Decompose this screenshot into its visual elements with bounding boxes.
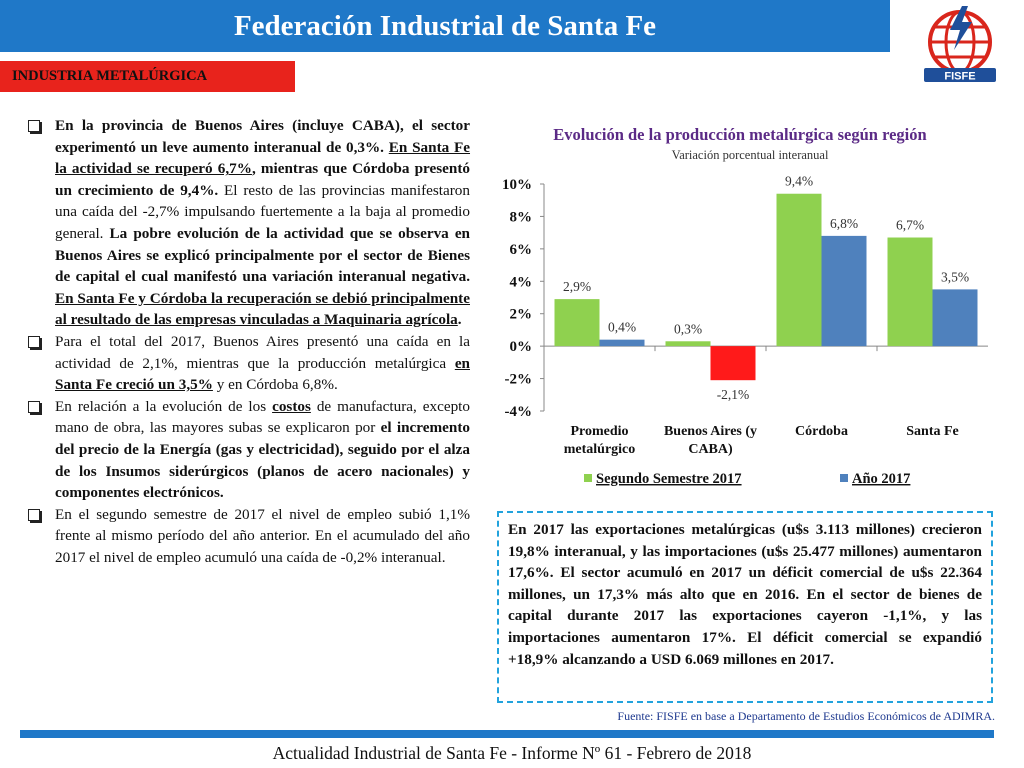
bar-segundo-semestre-0 <box>554 299 600 347</box>
bar-anio-3 <box>932 289 978 347</box>
source-note: Fuente: FISFE en base a Departamento de … <box>617 709 995 723</box>
bullet-1-text-3: , mientras que Córdoba presentó un creci… <box>55 160 470 199</box>
checkbox-bullet-icon <box>28 335 40 348</box>
bar-anio-2 <box>821 235 867 347</box>
bullet-1-text-1: En la provincia de Buenos Aires (incluye… <box>55 117 470 156</box>
bullet-2-text-2: en Santa Fe creció un 3,5% <box>55 354 470 394</box>
bullet-item: En el segundo semestre de 2017 el nivel … <box>28 504 470 569</box>
bullet-1-text-2: En Santa Fe la actividad se recuperó 6,7… <box>55 138 471 178</box>
category-label: Promedio <box>570 424 628 439</box>
category-label: Santa Fe <box>906 424 959 439</box>
data-label: 6,8% <box>830 216 858 231</box>
bullet-1-text-7: . <box>457 311 462 329</box>
data-label: 9,4% <box>785 174 813 189</box>
bullet-list: En la provincia de Buenos Aires (incluye… <box>28 115 470 568</box>
y-tick-label: 10% <box>502 177 532 193</box>
bullet-1-text-5: La pobre evolución de la actividad que s… <box>55 224 471 286</box>
category-label: Córdoba <box>795 424 848 439</box>
bullet-3-text-1: En relación a la evolución de los <box>55 397 273 415</box>
y-tick-label: 0% <box>510 339 533 355</box>
data-label: -2,1% <box>717 387 750 402</box>
bullet-item: Para el total del 2017, Buenos Aires pre… <box>28 331 470 396</box>
callout-box: En 2017 las exportaciones metalúrgicas (… <box>497 511 993 703</box>
data-label: 0,3% <box>674 321 702 336</box>
page-title: Federación Industrial de Santa Fe <box>233 10 657 42</box>
bullet-2-text-3: y en Córdoba 6,8%. <box>212 376 338 394</box>
data-label: 0,4% <box>608 320 636 335</box>
chart-title: Evolución de la producción metalúrgica s… <box>553 125 926 144</box>
logo-gear-icon <box>924 68 996 82</box>
chart-panel: Evolución de la producción metalúrgica s… <box>490 118 1000 498</box>
callout-text: En 2017 las exportaciones metalúrgicas (… <box>508 521 982 668</box>
bar-segundo-semestre-2 <box>776 193 822 347</box>
checkbox-bullet-icon <box>28 508 40 521</box>
y-tick-label: 2% <box>510 307 533 323</box>
y-tick-label: 8% <box>510 209 533 225</box>
category-label: Buenos Aires (y <box>664 424 757 439</box>
bullet-3-text-4: el incremento del precio de la Energía (… <box>55 419 470 502</box>
legend-label-1: Año 2017 <box>852 471 910 487</box>
legend-label-0: Segundo Semestre 2017 <box>596 471 742 487</box>
bullet-2-text-1: Para el total del 2017, Buenos Aires pre… <box>55 332 470 372</box>
legend-swatch-1 <box>840 474 848 482</box>
fisfe-logo: FISFE <box>924 6 996 83</box>
checkbox-bullet-icon <box>28 400 40 413</box>
data-label: 6,7% <box>896 218 924 233</box>
bar-segundo-semestre-1 <box>665 341 711 347</box>
logo-text: FISFE <box>944 71 975 83</box>
section-tag-label: INDUSTRIA METALÚRGICA <box>12 68 208 84</box>
bullet-3-text-2: costos <box>272 397 311 415</box>
y-tick-label: 4% <box>510 274 533 290</box>
bullet-item: En relación a la evolución de los costos… <box>28 396 470 504</box>
bar-anio-0 <box>599 339 645 347</box>
category-label: CABA) <box>688 442 733 457</box>
data-label: 3,5% <box>941 269 969 284</box>
footer-bar <box>20 730 994 738</box>
y-tick-label: -2% <box>505 372 533 388</box>
bullet-4-text-1: En el segundo semestre de 2017 el nivel … <box>55 505 470 566</box>
header-bar <box>0 0 890 52</box>
bullet-1-text-4: El resto de las provincias manifestaron … <box>55 181 470 242</box>
section-tag: INDUSTRIA METALÚRGICA <box>0 61 295 92</box>
bar-chart: Evolución de la producción metalúrgica s… <box>502 125 988 487</box>
data-label: 2,9% <box>563 279 591 294</box>
bullet-1-text-6: En Santa Fe y Córdoba la recuperación se… <box>55 289 470 329</box>
bullet-3-text-3: de manufactura, excepto mano de obra, la… <box>55 397 470 437</box>
bar-segundo-semestre-3 <box>887 237 933 347</box>
legend-swatch-0 <box>584 474 592 482</box>
footer-text: Actualidad Industrial de Santa Fe - Info… <box>272 743 752 763</box>
bullet-item: En la provincia de Buenos Aires (incluye… <box>28 115 470 331</box>
bar-anio-1 <box>710 346 756 381</box>
logo-bolt-icon <box>950 6 972 50</box>
chart-subtitle: Variación porcentual interanual <box>672 148 829 162</box>
y-tick-label: -4% <box>505 404 533 420</box>
checkbox-bullet-icon <box>28 120 40 132</box>
category-label: metalúrgico <box>564 442 636 457</box>
y-tick-label: 6% <box>510 242 533 258</box>
